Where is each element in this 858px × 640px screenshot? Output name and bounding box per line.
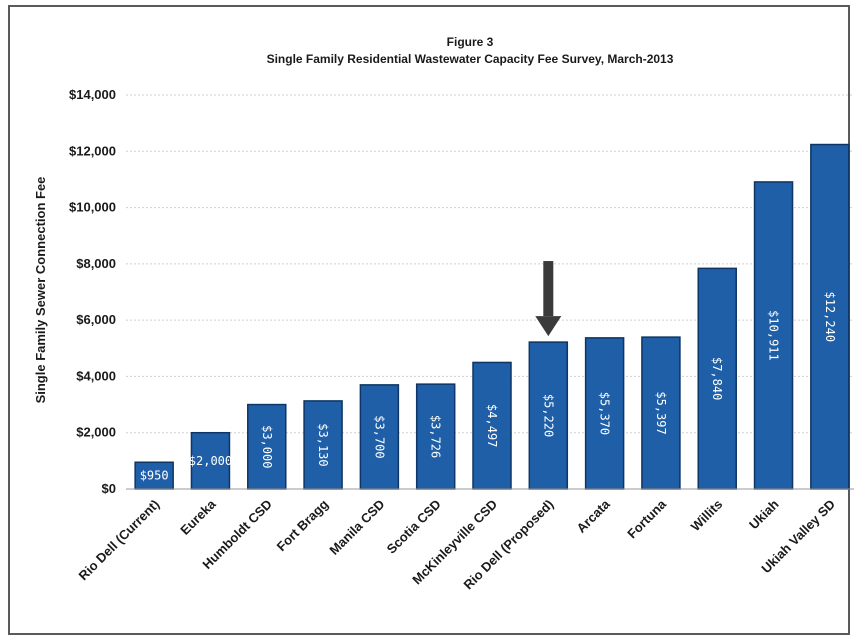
bar	[134, 461, 174, 490]
y-tick-label: $14,000	[69, 87, 116, 102]
bar-value-label: $3,726	[429, 415, 443, 458]
y-tick-label: $4,000	[76, 368, 116, 383]
x-category-label: Willits	[688, 497, 726, 535]
y-tick-label: $12,000	[69, 143, 116, 158]
x-category-label: Rio Dell (Current)	[76, 497, 163, 584]
bar-value-label: $3,130	[316, 423, 330, 466]
highlight-arrow-head	[535, 316, 562, 337]
bar	[697, 267, 737, 490]
bar-value-label: $3,700	[372, 415, 386, 458]
y-tick-label: $6,000	[76, 312, 116, 327]
bar-value-label: $2,000	[189, 454, 232, 468]
x-category-label: Manila CSD	[326, 497, 387, 558]
bar	[753, 181, 794, 490]
bar-value-label: $5,397	[654, 391, 668, 434]
bar	[810, 143, 850, 490]
bar-value-label: $3,000	[260, 425, 274, 468]
highlight-arrow-shaft	[543, 261, 554, 317]
x-category-label: Fortuna	[624, 496, 669, 541]
bar	[472, 361, 512, 490]
bar-value-label: $4,497	[485, 404, 499, 447]
bar-value-label: $950	[140, 469, 169, 483]
chart-subtitle: Single Family Residential Wastewater Cap…	[267, 52, 674, 66]
bar-value-label: $12,240	[823, 291, 837, 342]
x-category-label: Eureka	[177, 496, 219, 538]
x-category-label: Arcata	[574, 496, 614, 536]
y-tick-label: $2,000	[76, 425, 116, 440]
bar-value-label: $10,911	[767, 310, 781, 361]
bar	[528, 341, 569, 490]
bar-value-label: $7,840	[710, 357, 724, 400]
y-tick-label: $0	[102, 481, 116, 496]
y-tick-label: $8,000	[76, 256, 116, 271]
bar-value-label: $5,370	[598, 392, 612, 435]
chart-title: Figure 3	[447, 35, 494, 49]
x-category-label: Fort Bragg	[274, 496, 332, 554]
bar-value-label: $5,220	[541, 394, 555, 437]
y-axis-label: Single Family Sewer Connection Fee	[33, 177, 48, 404]
y-tick-label: $10,000	[69, 200, 116, 215]
x-category-label: Scotia CSD	[384, 497, 444, 557]
x-category-label: Ukiah	[746, 496, 782, 532]
bar	[584, 337, 625, 490]
